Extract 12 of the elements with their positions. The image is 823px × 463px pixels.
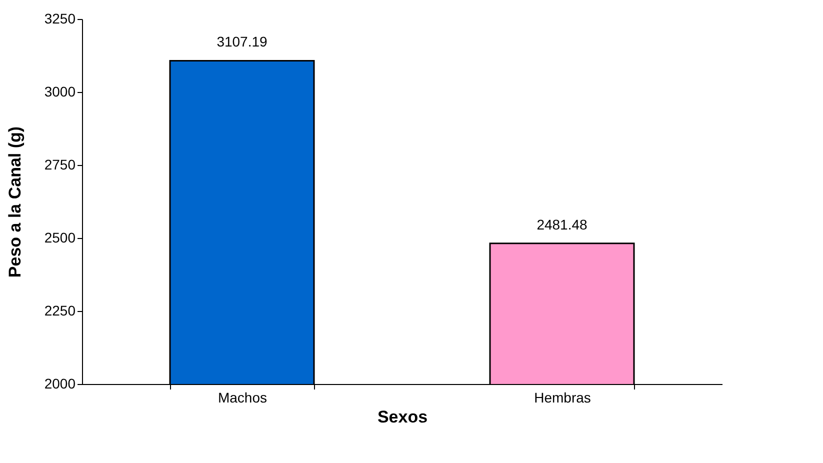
y-tick-label: 2750: [44, 156, 76, 172]
x-axis-title: Sexos: [377, 408, 428, 426]
data-label: 2481.48: [536, 216, 588, 232]
x-tick-label: Machos: [218, 390, 268, 406]
y-tick-label: 3250: [44, 10, 76, 26]
x-tick-label: Hembras: [534, 390, 591, 406]
data-label: 3107.19: [216, 34, 268, 50]
y-axis-title: Peso a la Canal (g): [5, 126, 24, 278]
y-tick-label: 3000: [44, 84, 76, 100]
y-tick-label: 2250: [44, 302, 76, 318]
y-tick-label: 2500: [44, 230, 76, 246]
y-tick-label: 2000: [44, 376, 76, 392]
